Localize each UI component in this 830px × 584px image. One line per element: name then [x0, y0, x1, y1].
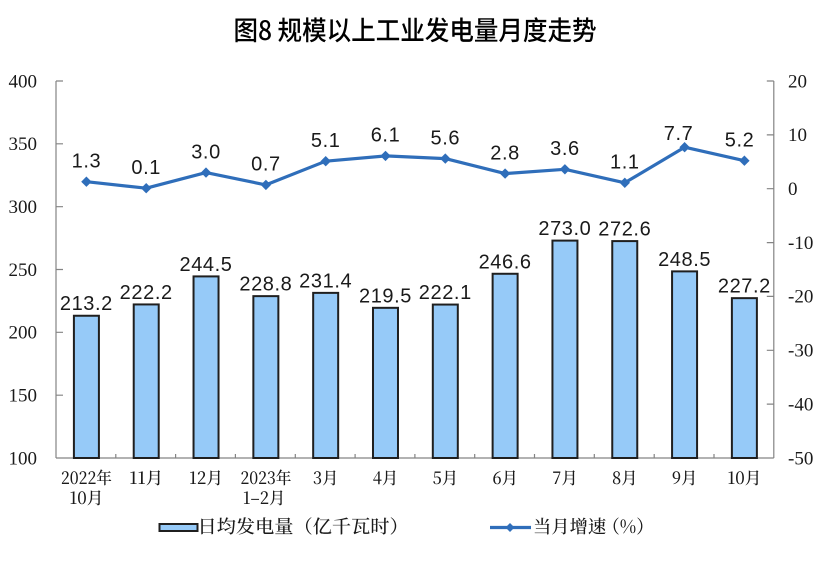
- svg-text:1.1: 1.1: [610, 152, 640, 174]
- svg-text:272.6: 272.6: [598, 219, 651, 241]
- svg-text:2.8: 2.8: [490, 142, 520, 164]
- svg-text:244.5: 244.5: [179, 254, 232, 276]
- svg-text:350: 350: [9, 134, 38, 155]
- svg-text:200: 200: [9, 323, 38, 344]
- svg-text:273.0: 273.0: [538, 218, 591, 240]
- svg-text:222.2: 222.2: [120, 282, 173, 304]
- svg-text:-10: -10: [788, 233, 813, 254]
- svg-text:227.2: 227.2: [718, 276, 771, 298]
- svg-text:6.1: 6.1: [371, 125, 401, 147]
- svg-text:0.1: 0.1: [131, 157, 161, 179]
- svg-text:-30: -30: [788, 341, 813, 362]
- svg-text:1.3: 1.3: [72, 150, 102, 172]
- svg-text:100: 100: [9, 448, 38, 469]
- svg-text:250: 250: [9, 260, 38, 281]
- svg-text:-50: -50: [788, 448, 813, 469]
- svg-text:300: 300: [9, 197, 38, 218]
- svg-text:0.7: 0.7: [251, 154, 281, 176]
- svg-text:5.2: 5.2: [725, 129, 755, 151]
- svg-text:3.0: 3.0: [191, 141, 221, 163]
- svg-text:-40: -40: [788, 394, 813, 415]
- svg-text:5.6: 5.6: [430, 127, 460, 149]
- svg-text:5.1: 5.1: [311, 130, 341, 152]
- svg-text:219.5: 219.5: [359, 285, 412, 307]
- svg-text:3.6: 3.6: [550, 138, 580, 160]
- svg-text:228.8: 228.8: [239, 274, 292, 296]
- svg-text:10: 10: [788, 125, 807, 146]
- svg-text:231.4: 231.4: [299, 270, 352, 292]
- svg-text:400: 400: [9, 71, 38, 92]
- svg-text:248.5: 248.5: [658, 249, 711, 271]
- svg-text:213.2: 213.2: [60, 293, 113, 315]
- svg-text:7.7: 7.7: [664, 123, 694, 145]
- svg-text:20: 20: [788, 71, 807, 92]
- svg-text:150: 150: [9, 386, 38, 407]
- svg-text:-20: -20: [788, 287, 813, 308]
- svg-text:246.6: 246.6: [479, 251, 532, 273]
- svg-text:222.1: 222.1: [419, 282, 472, 304]
- svg-text:0: 0: [788, 179, 798, 200]
